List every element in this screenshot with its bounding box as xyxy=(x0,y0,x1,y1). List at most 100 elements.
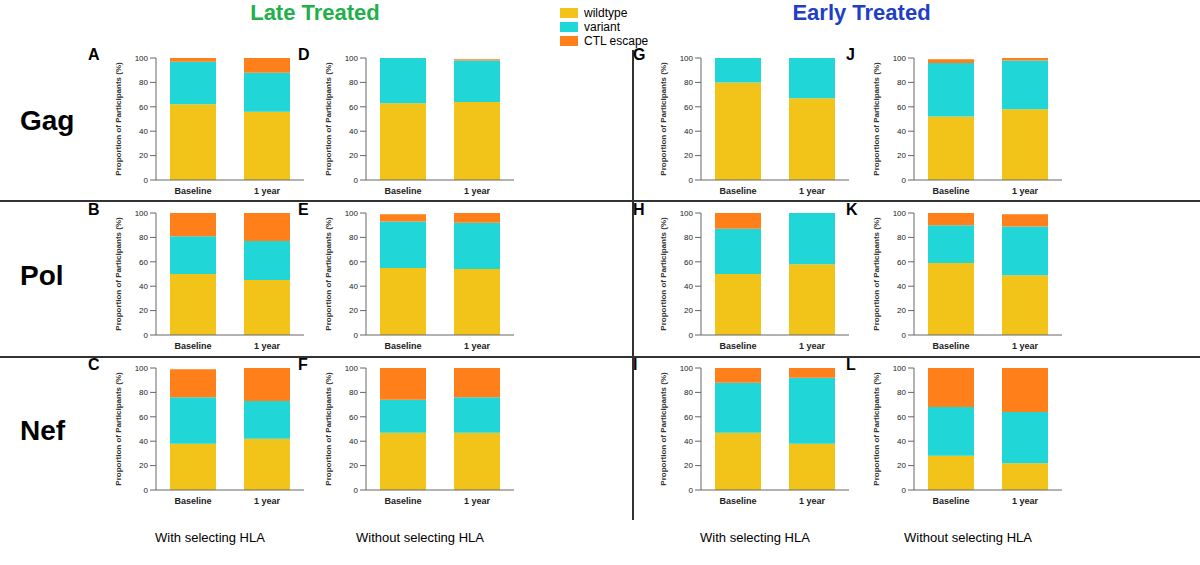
svg-text:80: 80 xyxy=(139,78,148,87)
svg-text:60: 60 xyxy=(684,413,693,422)
svg-text:20: 20 xyxy=(897,151,906,160)
svg-text:100: 100 xyxy=(680,54,694,63)
svg-text:0: 0 xyxy=(354,331,359,340)
svg-text:60: 60 xyxy=(897,413,906,422)
svg-text:80: 80 xyxy=(349,78,358,87)
svg-text:1 year: 1 year xyxy=(464,496,491,506)
svg-text:Baseline: Baseline xyxy=(384,341,421,351)
svg-text:20: 20 xyxy=(139,306,148,315)
svg-text:1 year: 1 year xyxy=(464,186,491,196)
svg-text:Baseline: Baseline xyxy=(932,186,969,196)
svg-text:1 year: 1 year xyxy=(254,341,281,351)
svg-text:Proportion of Participants (%): Proportion of Participants (%) xyxy=(114,62,123,176)
svg-text:Proportion of Participants (%): Proportion of Participants (%) xyxy=(114,372,123,486)
svg-text:20: 20 xyxy=(684,151,693,160)
svg-text:Proportion of Participants (%): Proportion of Participants (%) xyxy=(324,62,333,176)
svg-text:Baseline: Baseline xyxy=(719,496,756,506)
svg-text:100: 100 xyxy=(893,209,907,218)
svg-text:100: 100 xyxy=(135,364,149,373)
svg-text:40: 40 xyxy=(139,127,148,136)
svg-text:20: 20 xyxy=(139,151,148,160)
svg-text:80: 80 xyxy=(897,233,906,242)
svg-text:100: 100 xyxy=(893,54,907,63)
svg-text:60: 60 xyxy=(684,258,693,267)
svg-text:0: 0 xyxy=(689,331,694,340)
svg-text:Proportion of Participants (%): Proportion of Participants (%) xyxy=(872,217,881,331)
svg-text:1 year: 1 year xyxy=(799,186,826,196)
svg-text:80: 80 xyxy=(349,388,358,397)
svg-text:Baseline: Baseline xyxy=(932,496,969,506)
svg-text:40: 40 xyxy=(897,282,906,291)
svg-text:40: 40 xyxy=(139,437,148,446)
svg-text:20: 20 xyxy=(139,461,148,470)
svg-text:60: 60 xyxy=(897,103,906,112)
svg-text:60: 60 xyxy=(139,413,148,422)
svg-text:40: 40 xyxy=(349,437,358,446)
svg-text:Baseline: Baseline xyxy=(719,341,756,351)
svg-text:Baseline: Baseline xyxy=(174,496,211,506)
svg-text:1 year: 1 year xyxy=(1012,186,1039,196)
svg-text:40: 40 xyxy=(897,127,906,136)
svg-text:80: 80 xyxy=(684,78,693,87)
svg-text:0: 0 xyxy=(902,486,907,495)
svg-text:0: 0 xyxy=(144,176,149,185)
svg-text:1 year: 1 year xyxy=(254,496,281,506)
svg-text:100: 100 xyxy=(680,209,694,218)
svg-text:100: 100 xyxy=(345,364,359,373)
svg-text:40: 40 xyxy=(139,282,148,291)
svg-text:40: 40 xyxy=(684,437,693,446)
svg-text:Proportion of Participants (%): Proportion of Participants (%) xyxy=(324,372,333,486)
svg-text:1 year: 1 year xyxy=(799,496,826,506)
svg-text:Baseline: Baseline xyxy=(384,496,421,506)
svg-text:100: 100 xyxy=(135,209,149,218)
svg-text:Proportion of Participants (%): Proportion of Participants (%) xyxy=(114,217,123,331)
svg-text:100: 100 xyxy=(680,364,694,373)
svg-text:20: 20 xyxy=(349,151,358,160)
svg-text:Baseline: Baseline xyxy=(719,186,756,196)
svg-text:0: 0 xyxy=(354,486,359,495)
svg-text:1 year: 1 year xyxy=(1012,341,1039,351)
svg-text:80: 80 xyxy=(684,388,693,397)
svg-text:0: 0 xyxy=(354,176,359,185)
svg-text:60: 60 xyxy=(349,258,358,267)
svg-text:Proportion of Participants (%): Proportion of Participants (%) xyxy=(659,372,668,486)
svg-text:1 year: 1 year xyxy=(254,186,281,196)
svg-text:0: 0 xyxy=(902,176,907,185)
svg-text:80: 80 xyxy=(897,388,906,397)
svg-text:Baseline: Baseline xyxy=(384,186,421,196)
svg-text:80: 80 xyxy=(139,233,148,242)
svg-text:40: 40 xyxy=(684,127,693,136)
svg-text:100: 100 xyxy=(345,209,359,218)
svg-text:0: 0 xyxy=(144,331,149,340)
svg-text:Proportion of Participants (%): Proportion of Participants (%) xyxy=(872,372,881,486)
svg-text:Baseline: Baseline xyxy=(174,186,211,196)
svg-text:0: 0 xyxy=(689,176,694,185)
svg-text:60: 60 xyxy=(349,103,358,112)
svg-text:20: 20 xyxy=(897,306,906,315)
svg-text:0: 0 xyxy=(689,486,694,495)
svg-text:100: 100 xyxy=(893,364,907,373)
svg-text:20: 20 xyxy=(349,461,358,470)
svg-text:Proportion of Participants (%): Proportion of Participants (%) xyxy=(659,217,668,331)
svg-text:60: 60 xyxy=(684,103,693,112)
svg-text:40: 40 xyxy=(684,282,693,291)
svg-text:80: 80 xyxy=(349,233,358,242)
svg-text:60: 60 xyxy=(349,413,358,422)
svg-text:0: 0 xyxy=(902,331,907,340)
svg-text:40: 40 xyxy=(349,282,358,291)
svg-text:60: 60 xyxy=(139,258,148,267)
svg-text:20: 20 xyxy=(349,306,358,315)
svg-text:80: 80 xyxy=(139,388,148,397)
svg-text:100: 100 xyxy=(135,54,149,63)
svg-text:60: 60 xyxy=(139,103,148,112)
svg-text:20: 20 xyxy=(897,461,906,470)
svg-text:Baseline: Baseline xyxy=(932,341,969,351)
svg-text:20: 20 xyxy=(684,461,693,470)
svg-text:Proportion of Participants (%): Proportion of Participants (%) xyxy=(872,62,881,176)
svg-text:40: 40 xyxy=(349,127,358,136)
svg-text:Baseline: Baseline xyxy=(174,341,211,351)
svg-text:Proportion of Participants (%): Proportion of Participants (%) xyxy=(324,217,333,331)
svg-text:20: 20 xyxy=(684,306,693,315)
svg-text:Proportion of Participants (%): Proportion of Participants (%) xyxy=(659,62,668,176)
svg-text:60: 60 xyxy=(897,258,906,267)
